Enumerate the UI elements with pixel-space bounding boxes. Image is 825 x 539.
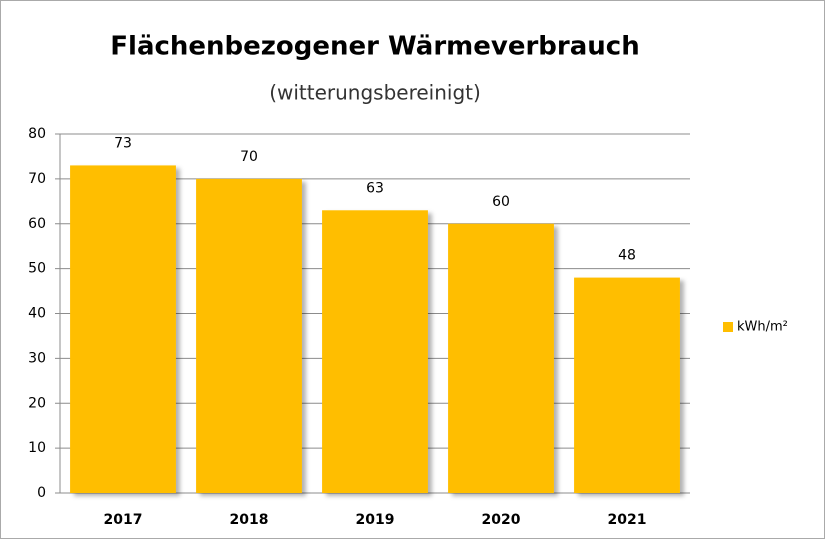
y-tick-label: 0	[37, 485, 46, 501]
y-tick-label: 70	[28, 171, 46, 187]
chart-title: Flächenbezogener Wärmeverbrauch	[110, 32, 639, 62]
data-label: 48	[618, 248, 636, 264]
y-tick-label: 80	[28, 126, 46, 142]
y-tick-label: 20	[28, 395, 46, 411]
x-tick-label: 2017	[104, 512, 143, 528]
y-tick-label: 60	[28, 216, 46, 232]
bar	[70, 165, 176, 493]
bar	[574, 277, 680, 493]
bar	[322, 210, 428, 493]
x-tick-label: 2019	[356, 512, 395, 528]
x-tick-label: 2020	[482, 512, 521, 528]
bar	[196, 178, 302, 493]
data-label: 63	[366, 180, 384, 196]
data-label: 60	[492, 194, 510, 210]
legend-swatch	[723, 322, 733, 332]
data-label: 70	[240, 149, 258, 165]
y-tick-label: 10	[28, 440, 46, 456]
bar	[448, 223, 554, 493]
x-tick-label: 2021	[608, 512, 647, 528]
y-tick-label: 30	[28, 350, 46, 366]
data-label: 73	[114, 135, 132, 151]
legend-label: kWh/m²	[737, 320, 788, 335]
x-tick-label: 2018	[230, 512, 269, 528]
chart-subtitle: (witterungsbereinigt)	[269, 81, 481, 105]
y-tick-label: 50	[28, 261, 46, 277]
y-tick-label: 40	[28, 306, 46, 322]
